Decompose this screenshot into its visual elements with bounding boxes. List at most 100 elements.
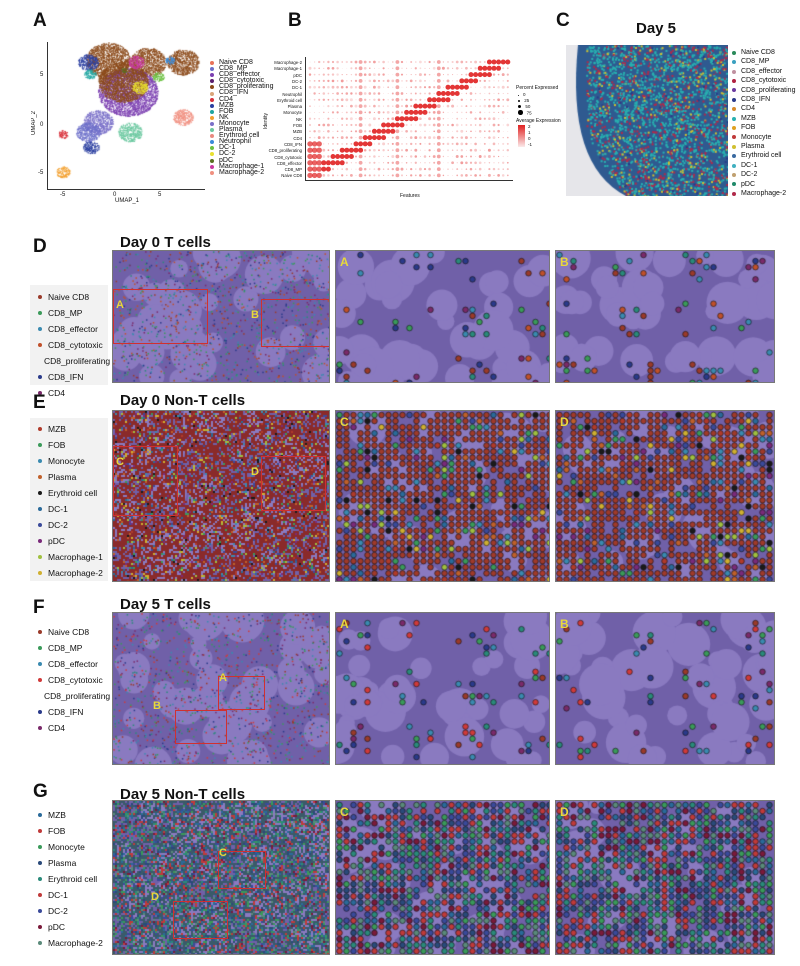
legend-item: Monocyte	[30, 453, 108, 469]
legend-label: CD8_MP	[48, 643, 83, 653]
legend-dot-icon	[38, 710, 42, 714]
dotplot-dot	[378, 124, 380, 126]
dotplot-dot	[470, 136, 472, 139]
dotplot-dot	[465, 161, 468, 165]
umap-xtick: 5	[158, 192, 162, 198]
inset-region-label: C	[219, 847, 227, 859]
dotplot-identity-label: CD8_IFN	[284, 141, 302, 147]
dotplot-identity-label: Plasma	[287, 104, 302, 110]
dotplot-dot	[433, 86, 436, 89]
dotplot-dot	[419, 117, 422, 121]
dotplot-dot	[483, 155, 487, 158]
dotplot-dot	[436, 72, 441, 77]
inset-region-label: A	[219, 672, 227, 684]
dotplot-dot	[428, 111, 431, 114]
legend-item: Macrophage-1	[30, 549, 108, 565]
dotplot-dot	[392, 67, 394, 69]
dotplot-dot	[424, 130, 426, 133]
dotplot-dot	[464, 136, 468, 140]
dotplot-dot	[308, 66, 312, 70]
dotplot-dot	[327, 92, 330, 95]
dotplot-dot	[355, 162, 357, 164]
dotplot-dot	[420, 130, 421, 132]
dotplot-dot	[392, 86, 394, 88]
f-inset-a-image: A	[335, 612, 550, 765]
dotplot-dot	[460, 142, 464, 146]
dotplot-dot	[419, 149, 421, 151]
dotplot-dot	[432, 123, 436, 127]
legend-item: CD4	[30, 720, 108, 736]
legend-label: Monocyte	[741, 133, 772, 141]
dotplot-dot	[423, 86, 427, 89]
legend-item: Plasma	[732, 142, 795, 151]
dotplot-dot	[337, 124, 338, 126]
spot-overlay	[336, 801, 549, 954]
dotplot-dot	[307, 160, 313, 166]
dotplot-dot	[309, 111, 311, 113]
dotplot-dot	[318, 86, 321, 89]
dotplot-dot	[346, 105, 348, 107]
day5-legend: Naive CD8 CD8_MP CD8_effector CD8_cytotoxic…	[732, 48, 795, 199]
dotplot-dot	[436, 129, 441, 134]
inset-region-box	[113, 289, 208, 344]
dotplot-dot	[341, 67, 343, 69]
dotplot-dot	[350, 67, 353, 70]
dotplot-dot	[372, 85, 376, 89]
inset-region-box	[173, 901, 228, 939]
dotplot-dot	[349, 98, 353, 102]
dotplot-dot	[502, 149, 504, 151]
dotplot-dot	[327, 174, 330, 177]
dotplot-dot	[488, 130, 491, 133]
dotplot-dot	[345, 136, 348, 139]
dotplot-dot	[381, 122, 387, 128]
dotplot-dot	[354, 92, 358, 95]
dotplot-dot	[355, 137, 357, 139]
dotplot-dot	[316, 166, 322, 172]
dotplot-dot	[465, 66, 468, 70]
legend-label: CD8_cytotoxic	[48, 340, 103, 350]
dotplot-dot	[346, 67, 348, 69]
dotplot-dot	[327, 155, 330, 158]
dotplot-dot	[488, 136, 491, 139]
spot-overlay	[556, 251, 774, 382]
dotplot-dot	[316, 172, 322, 179]
dotplot-dot	[364, 130, 367, 133]
panel-label-e: E	[33, 392, 46, 413]
dotplot-dot	[327, 129, 330, 133]
dotplot-dot	[419, 67, 422, 70]
legend-dot-icon	[38, 646, 42, 650]
dotplot-identity-label: Macrophage-2	[274, 60, 302, 65]
dotplot-dot	[390, 128, 396, 134]
dotplot-dot	[391, 61, 394, 63]
dotplot-dot	[428, 60, 431, 64]
dotplot-dot	[327, 98, 330, 101]
dotplot-dot	[382, 60, 385, 64]
dotplot-dot	[405, 123, 408, 127]
dotplot-dot	[456, 74, 458, 76]
dotplot-dot	[419, 86, 422, 89]
dotplot-dot	[479, 111, 482, 114]
dotplot-dot	[373, 155, 376, 158]
dotplot-dot	[327, 85, 330, 89]
dotplot-dot	[424, 61, 426, 63]
dotplot-dot	[484, 130, 486, 133]
dotplot-dot	[358, 135, 363, 140]
legend-dot-icon	[38, 475, 42, 479]
dotplot-dot	[346, 74, 348, 76]
dotplot-dot	[387, 74, 389, 75]
dotplot-dot	[422, 103, 428, 109]
dotplot-dot	[436, 148, 441, 153]
pct-legend-item: 0	[518, 92, 532, 98]
dotplot-dot	[309, 61, 311, 63]
dotplot-dot	[469, 92, 473, 95]
dotplot-dot	[368, 92, 372, 95]
dotplot-dot	[391, 167, 394, 171]
dotplot-dot	[491, 59, 497, 65]
legend-item: CD8_proliferating	[30, 353, 110, 369]
legend-label: Neutrophil	[219, 138, 251, 146]
dotplot-dot	[454, 84, 460, 90]
dotplot-dot	[323, 105, 325, 107]
dotplot-dot	[377, 85, 381, 89]
legend-dot-icon	[732, 182, 736, 187]
inset-label: C	[340, 805, 349, 819]
